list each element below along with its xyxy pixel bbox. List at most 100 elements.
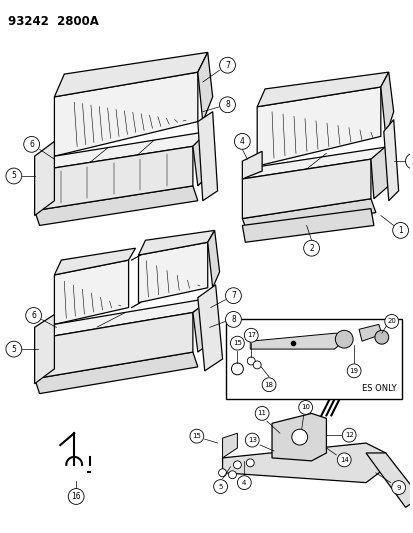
Circle shape	[6, 168, 22, 184]
Circle shape	[219, 97, 235, 112]
Polygon shape	[197, 52, 212, 122]
Circle shape	[247, 357, 254, 365]
Polygon shape	[365, 453, 413, 507]
Polygon shape	[197, 112, 217, 201]
Circle shape	[233, 461, 241, 469]
Circle shape	[219, 57, 235, 73]
Polygon shape	[383, 119, 398, 201]
Text: ES ONLY: ES ONLY	[361, 384, 396, 393]
Polygon shape	[138, 230, 214, 255]
Circle shape	[405, 154, 413, 169]
Text: 1: 1	[397, 226, 402, 235]
Text: 13: 13	[247, 437, 256, 443]
Polygon shape	[54, 52, 207, 97]
Polygon shape	[256, 87, 380, 166]
Circle shape	[392, 222, 408, 238]
Text: 6: 6	[29, 140, 34, 149]
Polygon shape	[54, 248, 135, 275]
Circle shape	[244, 328, 258, 342]
Circle shape	[225, 311, 241, 327]
Text: 15: 15	[233, 340, 241, 346]
Circle shape	[24, 136, 40, 152]
Text: 3: 3	[410, 157, 413, 166]
Circle shape	[391, 481, 405, 495]
Polygon shape	[380, 72, 393, 136]
Text: 10: 10	[300, 405, 309, 410]
Text: 11: 11	[257, 410, 266, 416]
Polygon shape	[207, 230, 219, 288]
Circle shape	[337, 453, 350, 467]
Circle shape	[347, 364, 360, 378]
Text: 7: 7	[225, 61, 229, 70]
Circle shape	[335, 330, 352, 348]
Circle shape	[230, 336, 244, 350]
Circle shape	[245, 433, 259, 447]
Circle shape	[253, 361, 261, 369]
Polygon shape	[249, 333, 343, 349]
Text: 14: 14	[339, 457, 348, 463]
Text: 6: 6	[31, 311, 36, 320]
Circle shape	[6, 341, 22, 357]
Circle shape	[231, 363, 243, 375]
Circle shape	[234, 133, 249, 149]
Circle shape	[237, 476, 251, 489]
Circle shape	[228, 471, 236, 479]
Polygon shape	[222, 443, 385, 483]
Polygon shape	[35, 312, 192, 379]
Polygon shape	[192, 297, 217, 352]
Circle shape	[254, 407, 268, 421]
Circle shape	[261, 378, 275, 392]
Polygon shape	[222, 433, 237, 458]
Polygon shape	[256, 72, 388, 107]
Text: 20: 20	[386, 318, 395, 325]
Circle shape	[225, 288, 241, 304]
Text: 8: 8	[230, 315, 235, 324]
Circle shape	[213, 480, 227, 494]
Polygon shape	[35, 297, 212, 339]
Circle shape	[26, 308, 41, 324]
Text: 16: 16	[71, 492, 81, 501]
Text: 4: 4	[239, 137, 244, 146]
Polygon shape	[197, 285, 222, 371]
Polygon shape	[35, 352, 197, 393]
Text: 7: 7	[230, 291, 235, 300]
Polygon shape	[35, 186, 197, 225]
Polygon shape	[242, 151, 261, 179]
Polygon shape	[242, 147, 390, 179]
Polygon shape	[35, 314, 54, 384]
Circle shape	[298, 400, 312, 414]
Text: 5: 5	[218, 483, 222, 490]
Polygon shape	[54, 260, 128, 325]
Circle shape	[342, 428, 355, 442]
Text: 9: 9	[395, 484, 400, 490]
Circle shape	[68, 489, 84, 504]
Text: 18: 18	[264, 382, 273, 387]
Polygon shape	[35, 147, 192, 211]
Polygon shape	[192, 132, 212, 186]
Polygon shape	[138, 243, 207, 303]
Text: 12: 12	[344, 432, 353, 438]
Text: 93242  2800A: 93242 2800A	[8, 15, 99, 28]
Polygon shape	[35, 141, 54, 215]
Text: 5: 5	[12, 345, 16, 353]
Polygon shape	[242, 208, 373, 243]
Polygon shape	[35, 132, 207, 171]
Polygon shape	[242, 159, 370, 219]
Circle shape	[246, 459, 254, 467]
Text: 2: 2	[309, 244, 313, 253]
Polygon shape	[271, 414, 325, 461]
Circle shape	[303, 240, 319, 256]
Text: 15: 15	[192, 433, 201, 439]
FancyBboxPatch shape	[225, 319, 401, 399]
Circle shape	[374, 330, 388, 344]
Text: 5: 5	[12, 172, 16, 181]
Text: 4: 4	[242, 480, 246, 486]
Text: 8: 8	[225, 100, 229, 109]
Polygon shape	[54, 72, 197, 156]
Circle shape	[218, 469, 226, 477]
Circle shape	[291, 429, 307, 445]
Text: 19: 19	[349, 368, 358, 374]
Circle shape	[190, 429, 203, 443]
Polygon shape	[370, 147, 388, 199]
Text: 17: 17	[246, 332, 255, 338]
